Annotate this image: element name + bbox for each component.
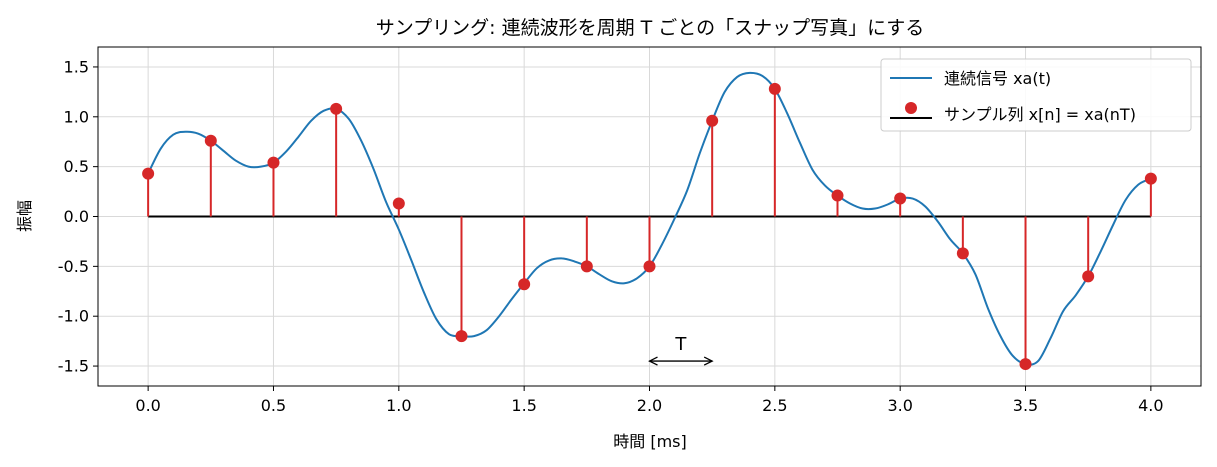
sample-marker (643, 260, 656, 273)
sample-marker (330, 102, 343, 115)
sample-marker (894, 192, 907, 205)
sample-marker (142, 167, 155, 180)
y-tick-label: 0.0 (64, 207, 89, 226)
legend-marker-swatch (905, 102, 917, 114)
x-tick-label: 0.0 (135, 396, 160, 415)
legend-label-samples: サンプル列 x[n] = xa(nT) (944, 105, 1136, 124)
sample-marker (956, 247, 969, 260)
y-axis-ticks: 1.5 1.0 0.5 0.0 -0.5 -1.0 -1.5 (58, 57, 98, 376)
y-tick-label: 1.0 (64, 107, 89, 126)
sample-marker (204, 134, 217, 147)
y-axis-title: 振幅 (15, 200, 34, 232)
y-tick-label: 0.5 (64, 157, 89, 176)
x-tick-label: 1.0 (386, 396, 411, 415)
sample-marker (706, 114, 719, 127)
sample-marker (1082, 270, 1095, 283)
sample-marker (392, 197, 405, 210)
sample-marker (768, 82, 781, 95)
y-tick-label: -1.0 (58, 307, 89, 326)
y-tick-label: -0.5 (58, 257, 89, 276)
y-tick-label: 1.5 (64, 57, 89, 76)
period-arrowhead-left (648, 356, 658, 366)
sample-marker (1019, 358, 1032, 371)
legend-box (880, 58, 1192, 132)
x-tick-label: 3.5 (1013, 396, 1038, 415)
sample-marker (580, 260, 593, 273)
x-tick-label: 2.5 (762, 396, 787, 415)
x-axis-title: 時間 [ms] (613, 432, 687, 451)
x-tick-label: 4.0 (1138, 396, 1163, 415)
period-annotation: T (648, 334, 714, 366)
chart-title: サンプリング: 連続波形を周期 T ごとの「スナップ写真」にする (376, 17, 925, 39)
sample-markers (142, 82, 1157, 371)
sample-marker (518, 278, 531, 291)
x-tick-label: 3.0 (887, 396, 912, 415)
sample-marker (831, 189, 844, 202)
x-tick-label: 1.5 (511, 396, 536, 415)
period-arrowhead-right (703, 356, 714, 366)
sample-marker (455, 330, 468, 343)
stem-lines (147, 88, 1152, 365)
sample-marker (267, 156, 280, 169)
y-tick-label: -1.5 (58, 357, 89, 376)
legend-label-signal: 連続信号 xa(t) (944, 69, 1051, 88)
x-axis-ticks: 0.0 0.5 1.0 1.5 2.0 2.5 3.0 3.5 4.0 (135, 386, 1164, 415)
x-tick-label: 0.5 (261, 396, 286, 415)
x-tick-label: 2.0 (637, 396, 662, 415)
period-label: T (674, 334, 687, 355)
legend: 連続信号 xa(t) サンプル列 x[n] = xa(nT) (880, 58, 1192, 132)
sample-marker (1144, 172, 1157, 185)
